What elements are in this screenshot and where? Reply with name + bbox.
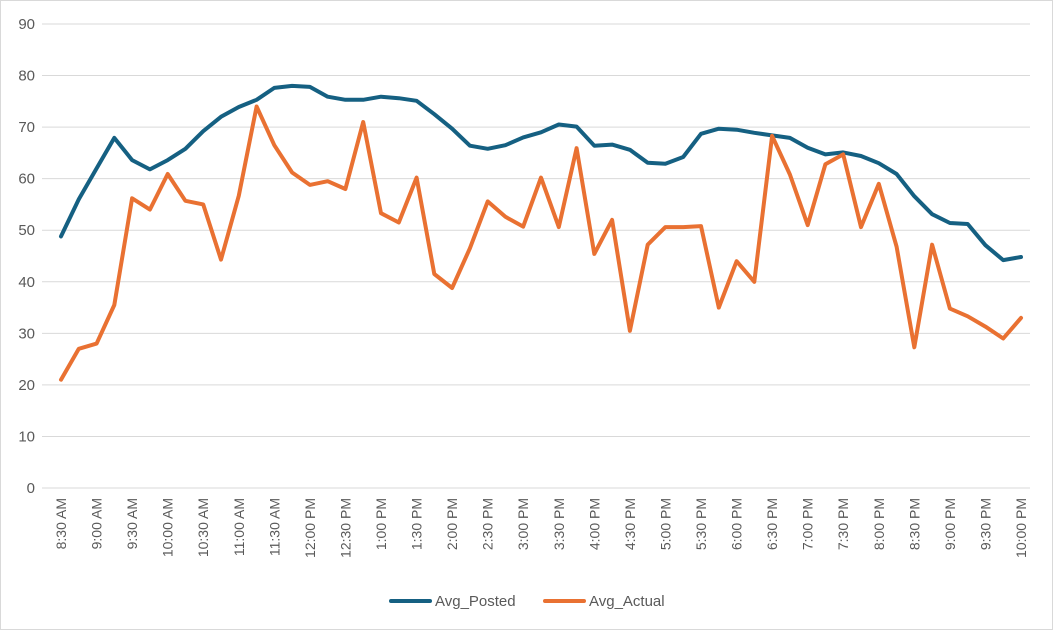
- x-tick-label: 10:00 AM: [160, 498, 176, 557]
- series-lines: [59, 83, 1023, 382]
- x-tick-label: 4:30 PM: [622, 498, 638, 550]
- x-tick-label: 4:00 PM: [586, 498, 602, 550]
- x-tick-label: 9:30 PM: [977, 498, 993, 550]
- y-tick-label: 40: [18, 274, 35, 291]
- y-tick-label: 70: [18, 119, 35, 136]
- legend-entry-label: Avg_Posted: [435, 593, 516, 610]
- x-tick-label: 2:30 PM: [480, 498, 496, 550]
- y-tick-label: 0: [27, 480, 35, 497]
- x-tick-label: 7:30 PM: [835, 498, 851, 550]
- x-tick-label: 6:30 PM: [764, 498, 780, 550]
- x-tick-label: 11:30 AM: [266, 498, 282, 556]
- y-tick-label: 60: [18, 171, 35, 188]
- x-tick-label: 10:30 AM: [195, 498, 211, 557]
- y-axis-tick-labels: 0 10 20 30 40 50 60 70 80 90: [18, 16, 35, 497]
- x-tick-label: 9:00 AM: [89, 498, 105, 549]
- x-tick-label: 12:30 PM: [337, 498, 353, 558]
- series-line-avg-posted: [59, 83, 1023, 263]
- y-tick-label: 20: [18, 377, 35, 394]
- x-tick-label: 9:00 PM: [942, 498, 958, 550]
- y-tick-label: 10: [18, 428, 35, 445]
- x-tick-label: 8:00 PM: [871, 498, 887, 550]
- x-tick-label: 9:30 AM: [124, 498, 140, 549]
- x-tick-label: 2:00 PM: [444, 498, 460, 550]
- series-line-avg-actual: [59, 104, 1023, 382]
- x-tick-label: 8:30 AM: [53, 498, 69, 549]
- x-tick-label: 3:30 PM: [551, 498, 567, 550]
- x-tick-label: 1:00 PM: [373, 498, 389, 550]
- x-tick-label: 10:00 PM: [1013, 498, 1029, 558]
- legend: Avg_Posted Avg_Actual: [389, 593, 665, 610]
- x-tick-label: 5:30 PM: [693, 498, 709, 550]
- x-tick-label: 7:00 PM: [800, 498, 816, 550]
- x-tick-label: 3:00 PM: [515, 498, 531, 550]
- x-tick-label: 1:30 PM: [409, 498, 425, 550]
- y-tick-label: 50: [18, 222, 35, 239]
- y-tick-label: 30: [18, 325, 35, 342]
- x-tick-label: 5:00 PM: [657, 498, 673, 550]
- x-axis-tick-labels: 8:30 AM 9:00 AM 9:30 AM 10:00 AM 10:30 AM 11:…: [53, 498, 1029, 558]
- y-tick-label: 90: [18, 16, 35, 33]
- legend-entry-label: Avg_Actual: [589, 593, 665, 610]
- x-tick-label: 6:00 PM: [729, 498, 745, 550]
- x-tick-label: 8:30 PM: [906, 498, 922, 550]
- x-tick-label: 11:00 AM: [231, 498, 247, 556]
- x-tick-label: 12:00 PM: [302, 498, 318, 558]
- gridlines: [42, 23, 1030, 489]
- y-tick-label: 80: [18, 68, 35, 85]
